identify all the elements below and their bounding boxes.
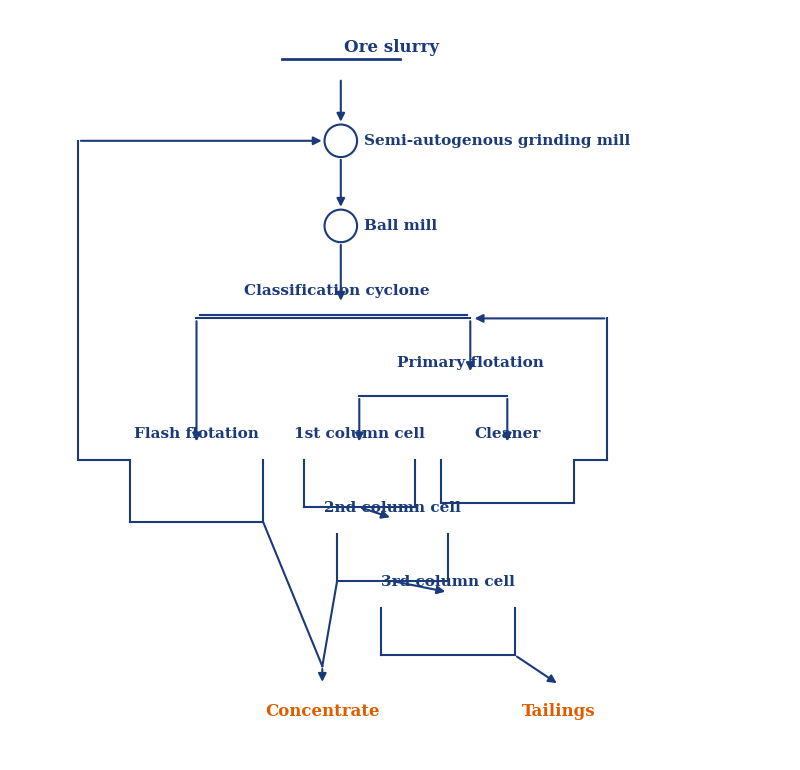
Text: Primary flotation: Primary flotation	[397, 357, 544, 370]
Text: 2nd column cell: 2nd column cell	[324, 500, 461, 514]
Text: 3rd column cell: 3rd column cell	[381, 574, 515, 588]
Text: 1st column cell: 1st column cell	[294, 427, 425, 440]
Text: Classification cyclone: Classification cyclone	[244, 284, 430, 299]
Text: Ore slurry: Ore slurry	[345, 38, 439, 55]
Text: Tailings: Tailings	[522, 703, 596, 720]
Text: Semi-autogenous grinding mill: Semi-autogenous grinding mill	[365, 134, 630, 148]
Text: Cleaner: Cleaner	[474, 427, 541, 440]
Text: Ball mill: Ball mill	[365, 219, 438, 233]
Text: Flash flotation: Flash flotation	[134, 427, 259, 440]
Text: Concentrate: Concentrate	[265, 703, 379, 720]
